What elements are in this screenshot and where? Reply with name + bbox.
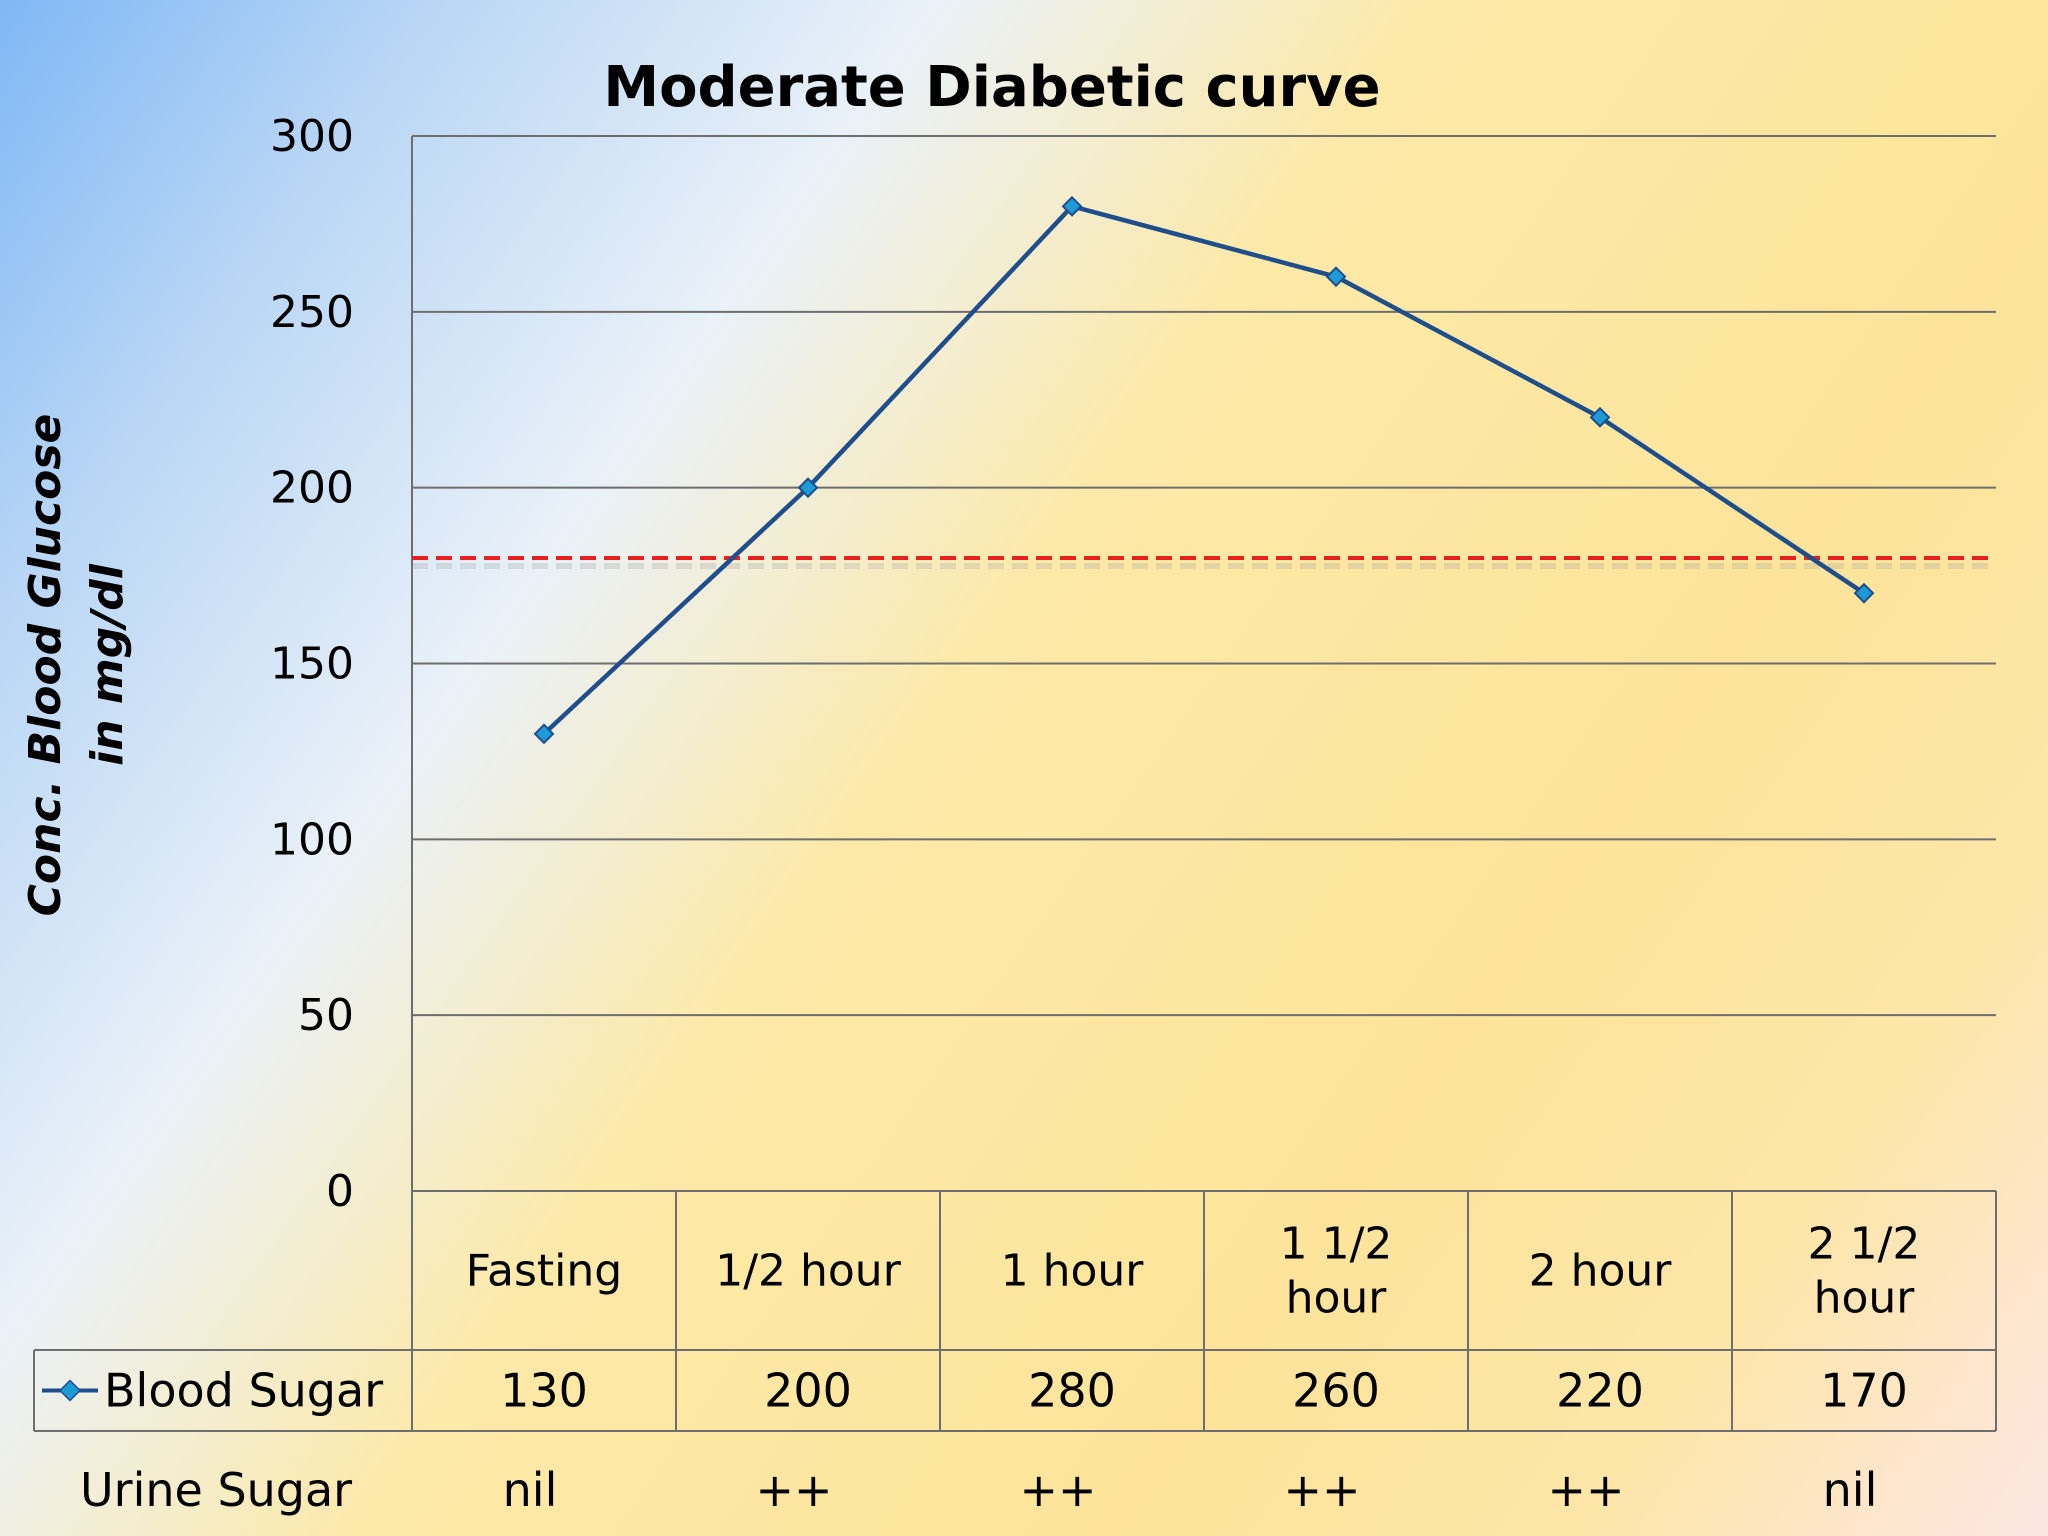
urine-sugar-value: nil xyxy=(1823,1463,1878,1517)
x-category-label: 1 hour xyxy=(1001,1246,1145,1297)
y-axis-ticks: 0 50 100 150 200 250 300 xyxy=(270,111,354,1217)
x-category-label: 2 hour xyxy=(1529,1246,1673,1297)
table-cell: 200 xyxy=(764,1364,852,1418)
grid xyxy=(411,135,1996,1191)
table-cell: 260 xyxy=(1292,1364,1380,1418)
data-point xyxy=(1853,582,1875,604)
legend-key-marker xyxy=(58,1379,82,1402)
y-tick-label: 250 xyxy=(270,287,354,338)
y-axis-label-line1: Conc. Blood Glucose xyxy=(20,414,71,917)
data-point xyxy=(533,723,555,745)
series-blood-sugar xyxy=(533,195,1875,745)
urine-sugar-value: ++ xyxy=(1547,1463,1624,1517)
y-tick-label: 0 xyxy=(326,1166,354,1217)
urine-sugar-value: ++ xyxy=(1019,1463,1096,1517)
chart-title: Moderate Diabetic curve xyxy=(603,55,1380,120)
x-category-label: 1/2 hour xyxy=(715,1246,901,1297)
x-category-label: 1 1/2 xyxy=(1280,1219,1393,1270)
table-row-label: Blood Sugar xyxy=(104,1364,383,1418)
urine-sugar-label: Urine Sugar xyxy=(80,1463,352,1517)
y-tick-label: 150 xyxy=(270,639,354,690)
threshold xyxy=(412,556,1996,569)
urine-sugar-value: nil xyxy=(503,1463,558,1517)
y-tick-label: 200 xyxy=(270,463,354,514)
data-point xyxy=(797,477,819,499)
urine-sugar-value: ++ xyxy=(1283,1463,1360,1517)
x-category-label: hour xyxy=(1286,1273,1388,1324)
data-point xyxy=(1589,406,1611,428)
series-line xyxy=(542,204,1866,736)
table-cell: 220 xyxy=(1556,1364,1644,1418)
table-cell: 130 xyxy=(500,1364,588,1418)
data-point xyxy=(1325,266,1347,288)
table-cell: 280 xyxy=(1028,1364,1116,1418)
table-cell: 170 xyxy=(1820,1364,1908,1418)
y-tick-label: 50 xyxy=(298,990,354,1041)
x-category-label: hour xyxy=(1814,1273,1916,1324)
x-category-label: 2 1/2 xyxy=(1808,1219,1921,1270)
x-category-label: Fasting xyxy=(466,1246,622,1297)
y-axis-label-line2: in mg/dl xyxy=(82,563,133,766)
urine-sugar-value: ++ xyxy=(755,1463,832,1517)
y-tick-label: 300 xyxy=(270,111,354,162)
legend-key-blood-sugar xyxy=(42,1379,98,1402)
data-point xyxy=(1061,195,1083,217)
y-tick-label: 100 xyxy=(270,814,354,865)
